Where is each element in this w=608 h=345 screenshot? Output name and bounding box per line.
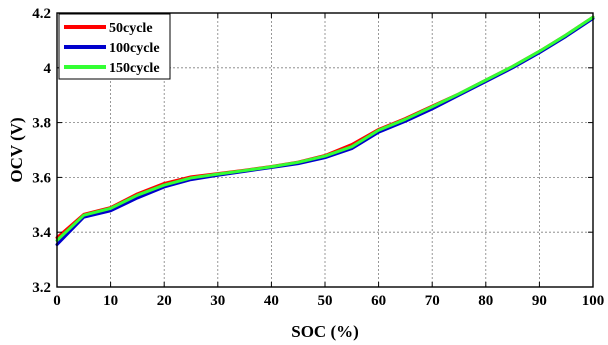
legend-items: 50cycle 100cycle 150cycle: [64, 21, 160, 76]
x-tick-label: 90: [532, 293, 547, 309]
legend-label-50cycle: 50cycle: [109, 21, 153, 36]
series-lines: [55, 15, 595, 247]
legend-label-100cycle: 100cycle: [109, 41, 160, 56]
y-tick-label: 3.8: [32, 116, 51, 132]
x-tick-label: 80: [478, 293, 493, 309]
x-tick-label: 10: [103, 293, 118, 309]
y-tick-label: 3.6: [32, 170, 51, 186]
x-tick-label: 50: [318, 293, 333, 309]
y-axis-label: OCV (V): [7, 117, 26, 182]
y-tick-label: 3.4: [32, 225, 51, 241]
y-tick-label: 4: [44, 61, 52, 77]
x-tick-label: 0: [53, 293, 61, 309]
x-axis-label: SOC (%): [291, 322, 359, 341]
x-tick-label: 40: [264, 293, 279, 309]
x-tick-label: 60: [371, 293, 386, 309]
y-tick-label: 3.2: [32, 280, 51, 296]
legend-label-150cycle: 150cycle: [109, 61, 160, 76]
tick-labels: 0 10 20 30 40 50 60 70 80 90 100 3.2 3.4 3.6 3.8 4 4.2: [32, 6, 604, 309]
x-tick-label: 100: [582, 293, 605, 309]
series-line-150cycle: [55, 15, 595, 242]
y-tick-label: 4.2: [32, 6, 51, 22]
legend: 50cycle 100cycle 150cycle: [58, 13, 171, 80]
x-tick-label: 30: [210, 293, 225, 309]
x-tick-label: 70: [425, 293, 440, 309]
x-tick-label: 20: [157, 293, 172, 309]
